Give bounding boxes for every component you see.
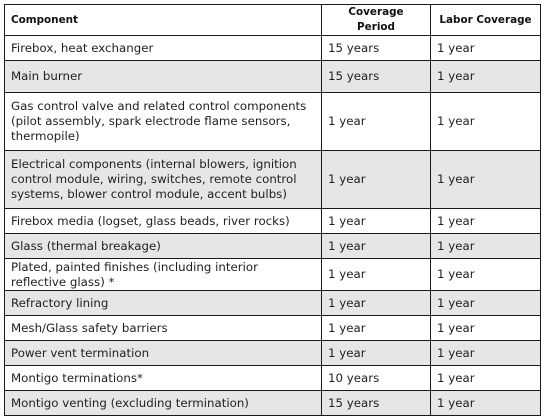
cell-labor-coverage: 1 year [430,92,541,151]
cell-labor-coverage: 1 year [430,233,541,259]
cell-coverage-period: 1 year [321,290,431,316]
cell-coverage-period: 1 year [321,340,431,366]
cell-labor-coverage: 1 year [430,150,541,209]
header-coverage-period: Coverage Period [321,4,431,36]
cell-component: Montigo venting (excluding termination) [4,390,322,416]
cell-coverage-period: 10 years [321,365,431,391]
header-component: Component [4,4,322,36]
cell-labor-coverage: 1 year [430,35,541,61]
table-row: Power vent termination 1 year 1 year [4,340,541,366]
cell-labor-coverage: 1 year [430,365,541,391]
cell-component: Glass (thermal breakage) [4,233,322,259]
cell-labor-coverage: 1 year [430,208,541,234]
cell-coverage-period: 1 year [321,150,431,209]
table-row: Montigo terminations* 10 years 1 year [4,365,541,391]
table-row: Glass (thermal breakage) 1 year 1 year [4,233,541,259]
cell-labor-coverage: 1 year [430,290,541,316]
cell-component: Main burner [4,60,322,93]
cell-coverage-period: 1 year [321,258,431,291]
table-row: Firebox media (logset, glass beads, rive… [4,208,541,234]
cell-labor-coverage: 1 year [430,315,541,341]
cell-labor-coverage: 1 year [430,258,541,291]
table-row: Main burner 15 years 1 year [4,60,541,93]
cell-coverage-period: 15 years [321,390,431,416]
cell-coverage-period: 1 year [321,315,431,341]
table-row: Firebox, heat exchanger 15 years 1 year [4,35,541,61]
coverage-table: Component Coverage Period Labor Coverage… [4,4,541,416]
cell-component: Firebox, heat exchanger [4,35,322,61]
table-row: Refractory lining 1 year 1 year [4,290,541,316]
header-labor-coverage: Labor Coverage [430,4,541,36]
cell-coverage-period: 15 years [321,60,431,93]
cell-coverage-period: 1 year [321,233,431,259]
table-row: Plated, painted finishes (including inte… [4,258,541,291]
cell-component: Power vent termination [4,340,322,366]
cell-coverage-period: 1 year [321,208,431,234]
table-row: Mesh/Glass safety barriers 1 year 1 year [4,315,541,341]
cell-coverage-period: 1 year [321,92,431,151]
cell-component: Montigo terminations* [4,365,322,391]
cell-component: Firebox media (logset, glass beads, rive… [4,208,322,234]
cell-labor-coverage: 1 year [430,60,541,93]
table-header-row: Component Coverage Period Labor Coverage [4,4,541,36]
cell-coverage-period: 15 years [321,35,431,61]
cell-labor-coverage: 1 year [430,340,541,366]
table-row: Gas control valve and related control co… [4,92,541,151]
cell-component: Plated, painted finishes (including inte… [4,258,322,291]
cell-component: Refractory lining [4,290,322,316]
cell-component: Electrical components (internal blowers,… [4,150,322,209]
cell-labor-coverage: 1 year [430,390,541,416]
table-row: Electrical components (internal blowers,… [4,150,541,209]
cell-component: Mesh/Glass safety barriers [4,315,322,341]
table-row: Montigo venting (excluding termination) … [4,390,541,416]
cell-component: Gas control valve and related control co… [4,92,322,151]
